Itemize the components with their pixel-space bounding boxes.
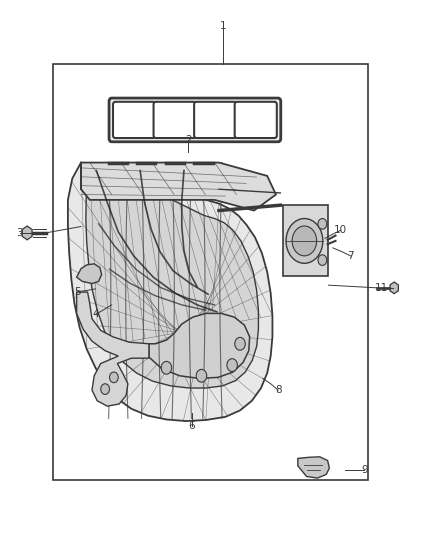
- Circle shape: [286, 219, 323, 263]
- Text: 10: 10: [334, 225, 347, 235]
- FancyBboxPatch shape: [113, 102, 155, 138]
- Circle shape: [161, 361, 172, 374]
- Text: 4: 4: [92, 310, 99, 319]
- Circle shape: [235, 337, 245, 350]
- Text: 2: 2: [185, 135, 192, 144]
- Text: 1: 1: [220, 21, 227, 30]
- FancyBboxPatch shape: [154, 102, 196, 138]
- FancyBboxPatch shape: [235, 102, 277, 138]
- Text: 9: 9: [361, 465, 368, 475]
- Polygon shape: [68, 163, 272, 421]
- Bar: [283, 205, 328, 276]
- Polygon shape: [298, 457, 329, 478]
- Text: 6: 6: [188, 422, 195, 431]
- Circle shape: [101, 384, 110, 394]
- Circle shape: [110, 372, 118, 383]
- Text: 5: 5: [74, 287, 81, 296]
- Text: 11: 11: [374, 283, 388, 293]
- Circle shape: [292, 226, 317, 256]
- Circle shape: [318, 219, 327, 229]
- FancyBboxPatch shape: [109, 98, 281, 142]
- Polygon shape: [22, 226, 32, 240]
- Polygon shape: [77, 292, 149, 406]
- Bar: [53, 64, 368, 480]
- Polygon shape: [86, 163, 258, 388]
- Text: 3: 3: [16, 228, 23, 238]
- Polygon shape: [77, 264, 102, 284]
- Text: 8: 8: [275, 385, 282, 395]
- Polygon shape: [149, 313, 250, 378]
- Text: 7: 7: [347, 251, 354, 261]
- Polygon shape: [81, 163, 276, 211]
- FancyBboxPatch shape: [194, 102, 236, 138]
- Circle shape: [196, 369, 207, 382]
- Circle shape: [227, 359, 237, 372]
- Circle shape: [318, 255, 327, 265]
- Polygon shape: [390, 282, 399, 294]
